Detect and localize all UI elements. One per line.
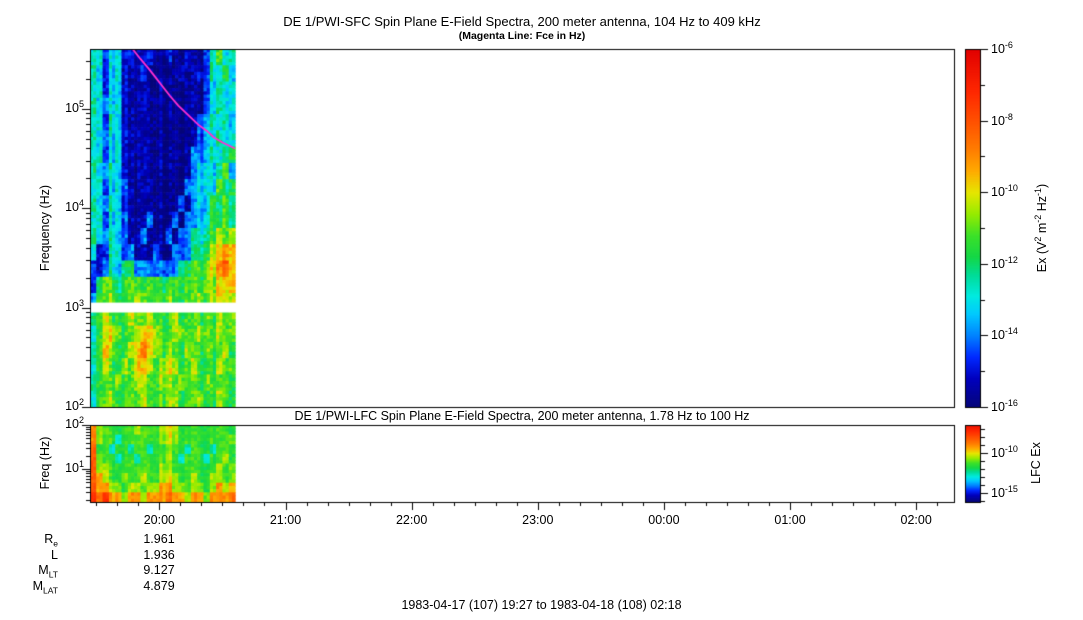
sfc-colorbar-label: Ex (V2 m-2 Hz-1) xyxy=(1032,183,1050,273)
ephemeris-label-re: Re xyxy=(44,532,58,549)
ephemeris-label-l: L xyxy=(51,548,58,562)
x-axis-tick-label: 22:00 xyxy=(395,513,428,527)
sfc-y-tick-label: 102 xyxy=(65,397,84,414)
sfc-colorbar-tick-label: 10-12 xyxy=(991,254,1018,271)
sfc-title: DE 1/PWI-SFC Spin Plane E-Field Spectra,… xyxy=(283,14,761,29)
x-axis-tick-label: 00:00 xyxy=(648,513,680,527)
ephemeris-value-mlat: 4.879 xyxy=(143,579,175,593)
sfc-colorbar-tick-label: 10-6 xyxy=(991,40,1013,57)
ephemeris-value-re: 1.961 xyxy=(143,532,175,546)
x-axis-tick-label: 23:00 xyxy=(522,513,554,527)
time-range-footer: 1983-04-17 (107) 19:27 to 1983-04-18 (10… xyxy=(401,598,682,612)
ephemeris-label-mlat: MLAT xyxy=(32,579,58,596)
sfc-colorbar-tick-label: 10-8 xyxy=(991,111,1013,128)
sfc-y-tick-label: 105 xyxy=(65,98,84,115)
x-axis-tick-label: 20:00 xyxy=(143,513,175,527)
lfc-colorbar-tick-label: 10-10 xyxy=(991,444,1018,461)
sfc-y-tick-label: 104 xyxy=(65,198,84,215)
sfc-colorbar-tick-label: 10-10 xyxy=(991,183,1018,200)
sfc-colorbar-tick-label: 10-16 xyxy=(991,398,1018,415)
lfc-colorbar-label: LFC Ex xyxy=(1029,442,1043,484)
sfc-colorbar-tick-label: 10-14 xyxy=(991,326,1018,343)
sfc-y-tick-label: 103 xyxy=(65,297,84,314)
ephemeris-value-mlt: 9.127 xyxy=(143,563,175,577)
ephemeris-value-l: 1.936 xyxy=(143,548,175,562)
lfc-colorbar-tick-label: 10-15 xyxy=(991,484,1018,501)
lfc-title: DE 1/PWI-LFC Spin Plane E-Field Spectra,… xyxy=(294,409,750,423)
x-axis-tick-label: 02:00 xyxy=(900,513,932,527)
lfc-y-tick-label: 102 xyxy=(65,415,84,432)
ephemeris-label-mlt: MLT xyxy=(38,563,58,580)
x-axis-tick-label: 21:00 xyxy=(269,513,302,527)
lfc-y-tick-label: 101 xyxy=(65,459,84,476)
sfc-subtitle: (Magenta Line: Fce in Hz) xyxy=(458,30,586,42)
x-axis-tick-label: 01:00 xyxy=(774,513,806,527)
